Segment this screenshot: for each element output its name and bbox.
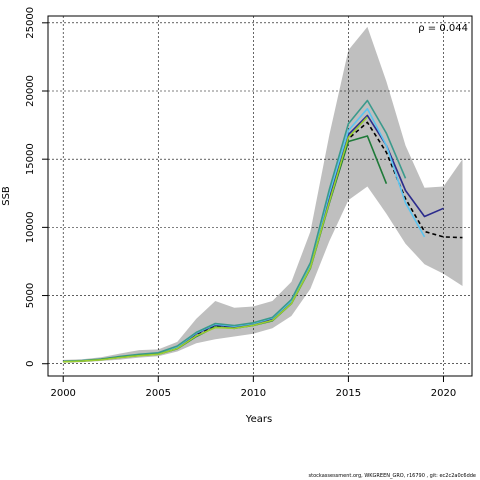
series-line-4 [63, 99, 407, 363]
x-tick-label: 2020 [431, 388, 456, 399]
x-tick-label: 2010 [241, 388, 266, 399]
y-tick-label: 0 [25, 361, 36, 367]
x-tick-label: 2015 [336, 388, 361, 399]
y-axis-title: SSB [1, 186, 12, 206]
y-tick-label: 25000 [25, 7, 36, 39]
footer-credit: stockassessment.org, WKGREEN_GRO, r16790… [308, 473, 476, 479]
plot-frame [47, 15, 473, 377]
plot-area [48, 16, 472, 376]
y-tick-label: 5000 [25, 283, 36, 308]
x-axis-title: Years [245, 414, 272, 425]
rho-annotation: ρ = 0.044 [418, 23, 468, 34]
x-tick-label: 2000 [50, 388, 75, 399]
series-line-6 [63, 116, 368, 363]
x-tick-label: 2005 [146, 388, 171, 399]
y-tick-label: 10000 [25, 211, 36, 243]
y-tick-label: 15000 [25, 143, 36, 175]
y-tick-label: 20000 [25, 75, 36, 107]
confidence-band [63, 26, 463, 363]
